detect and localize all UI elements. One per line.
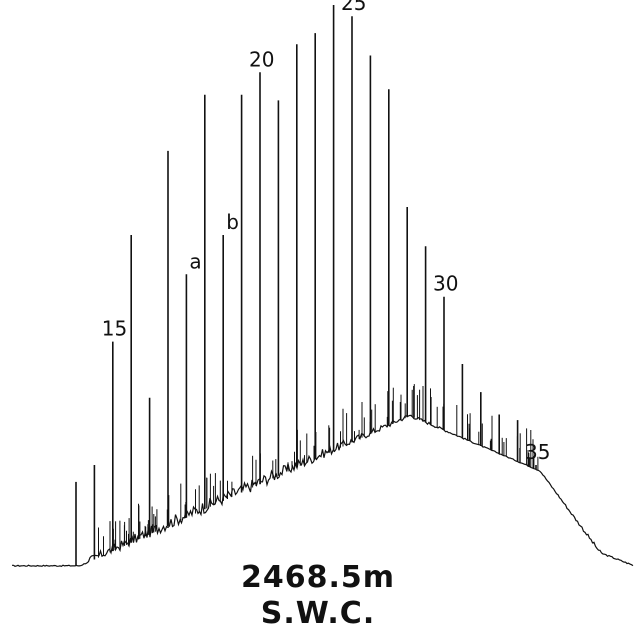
peak-label: 35 [525,440,550,464]
peak-label: 20 [249,47,274,71]
sample-type-caption: S.W.C. [260,596,376,631]
peak-label: 30 [433,272,458,296]
peak-label: 15 [102,317,127,341]
baseline-trace [12,414,634,567]
peak-label: a [189,249,201,273]
peak-label: b [226,210,239,234]
peaks-layer [75,5,539,566]
sample-depth-caption: 2468.5m [240,560,396,595]
peak-label: 25 [341,0,366,15]
peak-labels-layer: 15 a b 20 25 30 35 [102,0,551,464]
